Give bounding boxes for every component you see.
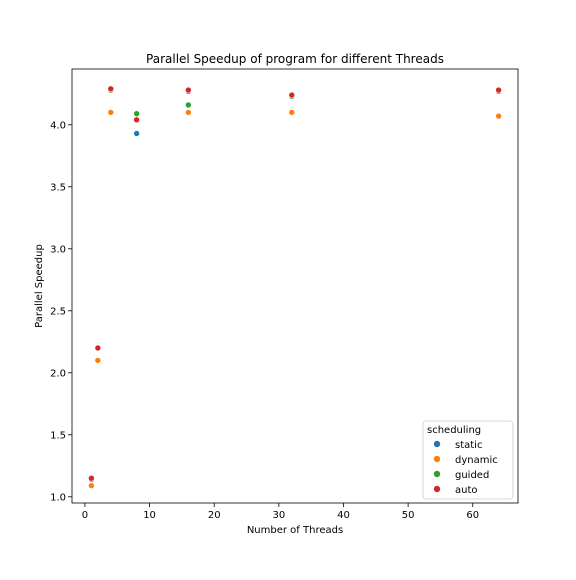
plot-frame: [71, 68, 519, 504]
legend-label-dynamic: dynamic: [455, 455, 498, 466]
legend: scheduling static dynamic guided auto: [422, 420, 514, 500]
point-auto: [495, 86, 502, 94]
x-tick-label: 60: [466, 510, 479, 521]
y-tick-label: 1.0: [50, 492, 66, 503]
x-tick-label: 0: [82, 510, 88, 521]
x-axis-ticks: 0 10 20 30 40 50 60: [82, 503, 479, 521]
x-tick-label: 40: [337, 510, 350, 521]
point-dynamic: [185, 109, 192, 116]
x-tick-label: 30: [272, 510, 285, 521]
point-auto: [88, 474, 95, 482]
y-axis-label: Parallel Speedup: [34, 244, 45, 328]
point-auto: [107, 85, 115, 93]
y-tick-label: 2.0: [50, 368, 66, 379]
x-tick-label: 20: [208, 510, 221, 521]
chart-title: Parallel Speedup of program for differen…: [146, 52, 444, 66]
y-tick-label: 3.5: [50, 182, 66, 193]
legend-title: scheduling: [427, 425, 481, 436]
point-auto: [185, 86, 192, 94]
point-auto: [288, 91, 296, 99]
point-dynamic: [107, 109, 115, 116]
y-axis-ticks: 1.0 1.5 2.0 2.5 3.0 3.5 4.0: [50, 120, 72, 503]
point-static: [133, 130, 140, 137]
data-points: [88, 85, 502, 489]
x-axis-label: Number of Threads: [247, 525, 343, 536]
point-auto: [133, 116, 140, 124]
point-dynamic: [94, 357, 102, 364]
y-tick-label: 4.0: [50, 120, 66, 131]
legend-label-static: static: [455, 440, 482, 451]
legend-marker-guided: [433, 470, 441, 478]
legend-marker-dynamic: [433, 455, 441, 463]
legend-marker-static: [433, 440, 441, 448]
legend-marker-auto: [433, 485, 441, 493]
legend-box: [422, 420, 514, 500]
x-tick-label: 50: [402, 510, 415, 521]
x-tick-label: 10: [143, 510, 156, 521]
point-dynamic: [288, 109, 296, 116]
y-tick-label: 1.5: [50, 430, 66, 441]
point-guided: [133, 110, 140, 117]
point-auto: [94, 344, 102, 352]
point-dynamic: [495, 112, 502, 120]
y-tick-label: 2.5: [50, 306, 66, 317]
y-tick-label: 3.0: [50, 244, 66, 255]
legend-label-guided: guided: [455, 470, 489, 481]
point-guided: [185, 101, 192, 109]
legend-label-auto: auto: [455, 485, 478, 496]
point-dynamic: [88, 482, 95, 489]
